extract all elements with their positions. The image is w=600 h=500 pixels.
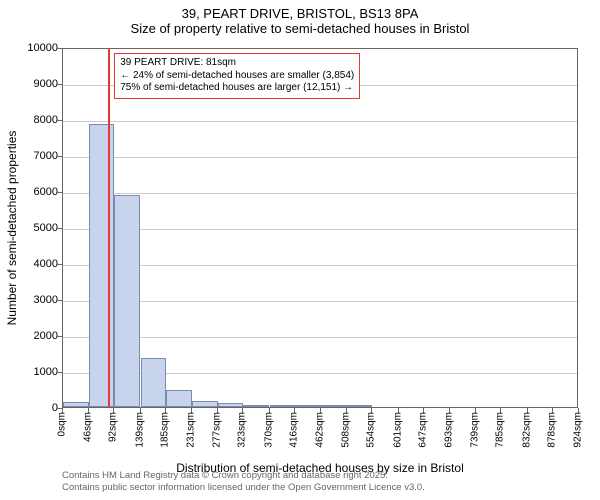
- x-tick-label: 139sqm: [134, 412, 145, 448]
- y-tick-label: 8000: [18, 114, 58, 126]
- x-tick-label: 416sqm: [289, 412, 300, 448]
- y-tick-mark: [57, 156, 62, 157]
- y-tick-mark: [57, 372, 62, 373]
- x-tick-label: 323sqm: [237, 412, 248, 448]
- chart-area: 39 PEART DRIVE: 81sqm ← 24% of semi-deta…: [62, 48, 578, 408]
- histogram-bar: [295, 405, 321, 407]
- gridline: [63, 337, 577, 338]
- footer-line2: Contains public sector information licen…: [62, 482, 425, 494]
- histogram-bar: [218, 403, 244, 407]
- y-tick-mark: [57, 84, 62, 85]
- gridline: [63, 265, 577, 266]
- x-tick-label: 878sqm: [547, 412, 558, 448]
- histogram-bar: [347, 405, 373, 407]
- annotation-line2: ← 24% of semi-detached houses are smalle…: [120, 70, 354, 83]
- gridline: [63, 193, 577, 194]
- annotation-line1: 39 PEART DRIVE: 81sqm: [120, 57, 354, 70]
- y-tick-label: 3000: [18, 294, 58, 306]
- y-tick-label: 6000: [18, 186, 58, 198]
- histogram-bar: [243, 405, 269, 407]
- y-tick-mark: [57, 48, 62, 49]
- histogram-bar: [192, 401, 218, 407]
- histogram-bar: [114, 195, 140, 407]
- x-tick-label: 924sqm: [573, 412, 584, 448]
- x-tick-label: 277sqm: [211, 412, 222, 448]
- x-tick-label: 739sqm: [469, 412, 480, 448]
- y-tick-label: 9000: [18, 78, 58, 90]
- y-tick-label: 2000: [18, 330, 58, 342]
- x-tick-label: 785sqm: [495, 412, 506, 448]
- histogram-bar: [270, 405, 296, 407]
- histogram-bar: [63, 402, 89, 407]
- histogram-bar: [166, 390, 192, 407]
- attribution-footer: Contains HM Land Registry data © Crown c…: [62, 470, 425, 494]
- histogram-bar: [321, 405, 347, 407]
- y-tick-label: 7000: [18, 150, 58, 162]
- x-tick-label: 832sqm: [521, 412, 532, 448]
- chart-title: 39, PEART DRIVE, BRISTOL, BS13 8PA Size …: [0, 0, 600, 36]
- y-tick-mark: [57, 120, 62, 121]
- annotation-line3: 75% of semi-detached houses are larger (…: [120, 82, 354, 95]
- gridline: [63, 121, 577, 122]
- x-tick-label: 0sqm: [57, 412, 68, 436]
- y-tick-mark: [57, 264, 62, 265]
- x-tick-label: 647sqm: [418, 412, 429, 448]
- y-tick-mark: [57, 300, 62, 301]
- y-tick-label: 4000: [18, 258, 58, 270]
- title-line1: 39, PEART DRIVE, BRISTOL, BS13 8PA: [0, 6, 600, 21]
- y-tick-label: 10000: [18, 42, 58, 54]
- y-tick-mark: [57, 336, 62, 337]
- title-line2: Size of property relative to semi-detach…: [0, 21, 600, 36]
- x-tick-label: 46sqm: [82, 412, 93, 442]
- property-marker-line: [108, 49, 110, 407]
- histogram-bar: [89, 124, 115, 407]
- footer-line1: Contains HM Land Registry data © Crown c…: [62, 470, 425, 482]
- x-tick-label: 92sqm: [108, 412, 119, 442]
- y-tick-mark: [57, 192, 62, 193]
- gridline: [63, 229, 577, 230]
- y-tick-label: 1000: [18, 366, 58, 378]
- annotation-box: 39 PEART DRIVE: 81sqm ← 24% of semi-deta…: [114, 53, 360, 99]
- y-axis-label: Number of semi-detached properties: [5, 131, 19, 326]
- x-tick-label: 462sqm: [315, 412, 326, 448]
- x-tick-label: 370sqm: [263, 412, 274, 448]
- plot-region: 39 PEART DRIVE: 81sqm ← 24% of semi-deta…: [62, 48, 578, 408]
- x-tick-label: 693sqm: [444, 412, 455, 448]
- gridline: [63, 301, 577, 302]
- x-tick-label: 601sqm: [392, 412, 403, 448]
- histogram-bar: [141, 358, 167, 407]
- gridline: [63, 157, 577, 158]
- x-tick-label: 185sqm: [160, 412, 171, 448]
- y-tick-mark: [57, 228, 62, 229]
- x-tick-label: 554sqm: [366, 412, 377, 448]
- x-tick-label: 231sqm: [186, 412, 197, 448]
- x-tick-label: 508sqm: [340, 412, 351, 448]
- y-tick-label: 0: [18, 402, 58, 414]
- y-tick-label: 5000: [18, 222, 58, 234]
